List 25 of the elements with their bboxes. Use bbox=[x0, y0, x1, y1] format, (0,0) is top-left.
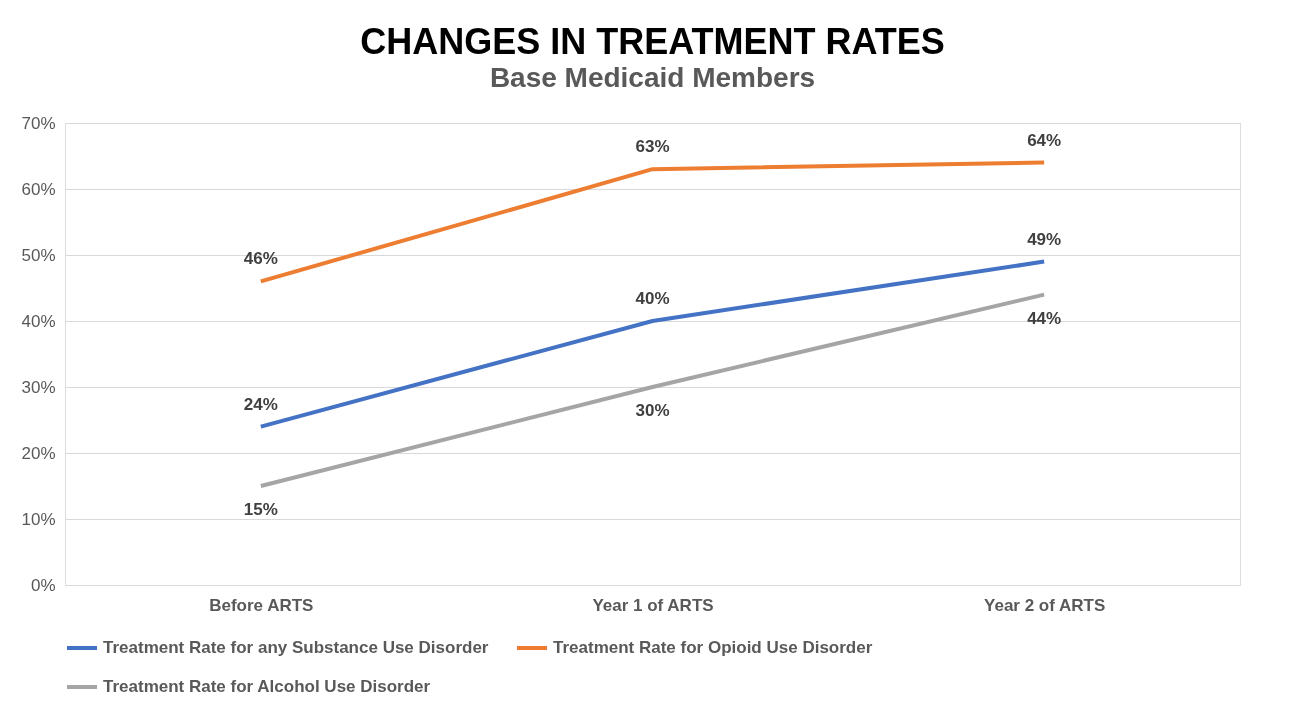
data-label: 46% bbox=[243, 249, 278, 269]
data-label: 40% bbox=[635, 289, 670, 308]
data-label: 64% bbox=[1027, 130, 1062, 150]
legend-label: Treatment Rate for Alcohol Use Disorder bbox=[103, 677, 431, 696]
x-tick-label: Year 1 of ARTS bbox=[592, 595, 714, 615]
y-tick-label: 10% bbox=[21, 509, 56, 529]
y-tick-label: 70% bbox=[21, 113, 56, 133]
y-tick-label: 40% bbox=[21, 311, 56, 331]
data-label: 24% bbox=[243, 394, 278, 414]
y-tick-label: 50% bbox=[21, 245, 56, 265]
data-label: 15% bbox=[243, 500, 278, 519]
legend-label: Treatment Rate for Opioid Use Disorder bbox=[553, 638, 873, 657]
data-label: 49% bbox=[1027, 229, 1062, 249]
chart-subtitle: Base Medicaid Members bbox=[489, 62, 816, 93]
x-tick-label: Before ARTS bbox=[209, 595, 314, 615]
legend-label: Treatment Rate for any Substance Use Disorder bbox=[103, 638, 489, 657]
y-tick-label: 20% bbox=[21, 443, 56, 463]
data-label: 30% bbox=[635, 401, 670, 420]
x-tick-label: Year 2 of ARTS bbox=[984, 595, 1106, 615]
chart-title: CHANGES IN TREATMENT RATES bbox=[360, 21, 945, 62]
y-tick-label: 60% bbox=[21, 179, 56, 199]
data-label: 44% bbox=[1027, 308, 1062, 328]
data-label: 63% bbox=[635, 137, 670, 157]
y-tick-label: 30% bbox=[21, 377, 56, 397]
y-tick-label: 0% bbox=[30, 575, 56, 595]
